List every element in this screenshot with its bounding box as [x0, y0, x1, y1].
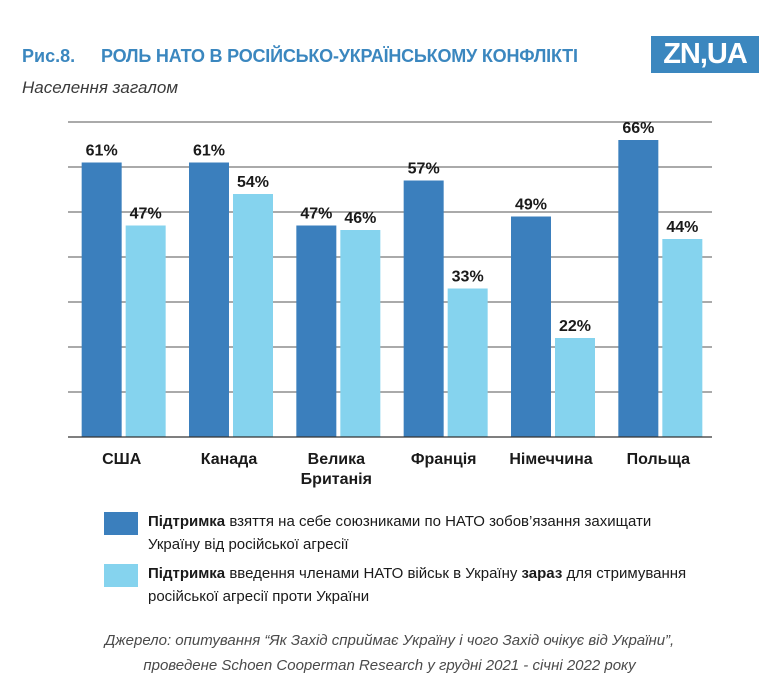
x-tick-label: Польща	[627, 451, 691, 468]
data-label: 54%	[237, 174, 269, 191]
title-row: Рис.8. РОЛЬ НАТО В РОСІЙСЬКО-УКРАЇНСЬКОМ…	[22, 36, 759, 76]
legend-item-bold: Підтримка	[148, 513, 226, 530]
x-tick-label: Канада	[201, 451, 258, 468]
bar-2	[662, 239, 703, 437]
data-label: 61%	[86, 143, 118, 160]
bar-1	[296, 225, 337, 437]
legend-item-text-end: для стримування російської агресії проти…	[148, 565, 687, 605]
legend-swatch-light	[104, 564, 138, 587]
x-tick-label: Британія	[301, 471, 372, 488]
figure-subtitle: Населення загалом	[22, 78, 178, 97]
source-line-2: проведене Schoen Cooperman Research у гр…	[143, 657, 636, 674]
data-label: 22%	[559, 318, 591, 335]
legend-item-bold: Підтримка	[148, 565, 226, 582]
legend-item-series1: Підтримка взяття на себе союзниками по Н…	[104, 510, 704, 556]
figure-number: Рис.8.	[22, 46, 76, 66]
data-label: 44%	[666, 219, 698, 236]
bar-2	[233, 194, 273, 437]
data-label: 47%	[130, 206, 162, 223]
data-label: 33%	[452, 269, 484, 286]
source-line-1: Джерело: опитування “Як Захід сприймає У…	[104, 632, 675, 649]
source-note: Джерело: опитування “Як Захід сприймає У…	[0, 628, 779, 678]
data-label: 49%	[515, 197, 547, 214]
zn-ua-logo: ZN,UA	[651, 36, 759, 73]
legend-item-text: взяття на себе союзниками по НАТО зобов’…	[148, 513, 652, 553]
bar-2	[125, 225, 166, 437]
figure-title: РОЛЬ НАТО В РОСІЙСЬКО-УКРАЇНСЬКОМУ КОНФЛ…	[101, 46, 578, 66]
x-tick-label: Велика	[308, 451, 365, 468]
bar-1	[189, 162, 229, 437]
bar-2	[555, 338, 595, 437]
x-tick-label: США	[102, 451, 142, 468]
data-label: 61%	[193, 143, 225, 160]
legend-item-text: введення членами НАТО військ в Україну	[225, 565, 522, 582]
x-tick-label: Франція	[411, 451, 477, 468]
x-tick-label: Німеччина	[509, 451, 592, 468]
bar-1	[81, 162, 122, 437]
data-label: 57%	[408, 161, 440, 178]
data-label: 46%	[344, 210, 376, 227]
legend-item-series2: Підтримка введення членами НАТО військ в…	[104, 562, 704, 608]
legend-swatch-dark	[104, 512, 138, 535]
bar-2	[447, 288, 488, 437]
data-label: 47%	[300, 206, 332, 223]
bar-1	[618, 140, 659, 437]
data-label: 66%	[622, 120, 654, 137]
bar-chart: 61% 47% США 61% 54% Канада 47% 46% Велика Британі…	[68, 120, 712, 488]
bar-1	[511, 216, 551, 437]
bar-1	[403, 180, 444, 437]
bar-2	[340, 230, 381, 437]
legend: Підтримка взяття на себе союзниками по Н…	[104, 510, 704, 614]
legend-item-bold-now: зараз	[521, 565, 563, 582]
